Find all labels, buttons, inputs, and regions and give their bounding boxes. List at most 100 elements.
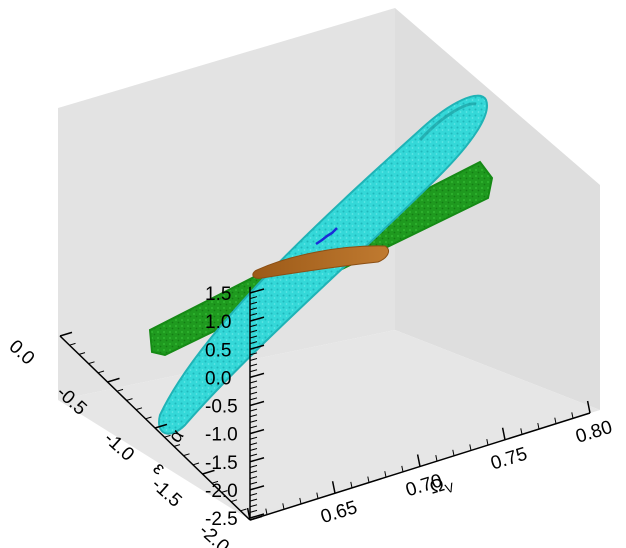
x-minor-tick	[435, 455, 438, 462]
y-minor-tick	[116, 388, 124, 392]
x-minor-tick	[537, 422, 540, 430]
x-minor-tick	[316, 492, 319, 499]
x-tick-label: 0.75	[488, 444, 530, 475]
z-minor-tick	[249, 470, 258, 474]
z-minor-tick	[249, 481, 258, 485]
z-minor-tick	[249, 380, 258, 384]
z-major-tick	[249, 457, 265, 463]
z-tick-label: -1.0	[205, 425, 238, 446]
x-axis-title: ΩV	[427, 472, 456, 501]
z-minor-tick	[249, 352, 258, 356]
y-minor-tick	[69, 342, 76, 346]
y-minor-tick	[145, 416, 152, 420]
z-major-tick	[249, 428, 265, 435]
x-minor-tick	[299, 497, 302, 505]
y-minor-tick	[88, 361, 95, 365]
y-major-tick	[154, 423, 168, 429]
z-major-tick	[249, 288, 265, 294]
y-minor-tick	[230, 499, 238, 503]
x-minor-tick	[571, 412, 574, 419]
y-minor-tick	[221, 490, 228, 493]
z-tick-label: 1.5	[205, 284, 231, 305]
z-major-tick	[249, 513, 265, 519]
z-minor-tick	[249, 425, 258, 429]
z-minor-tick	[249, 358, 258, 361]
z-tick-label: -2.5	[205, 509, 238, 530]
z-minor-tick	[249, 453, 258, 457]
z-tick-label: -0.5	[205, 397, 238, 418]
x-tick-label: 0.65	[318, 497, 360, 528]
x-tick-label: 0.80	[573, 417, 615, 448]
z-major-tick	[249, 316, 265, 322]
y-minor-tick	[192, 462, 200, 466]
z-minor-tick	[249, 509, 258, 513]
z-minor-tick	[249, 464, 258, 468]
x-minor-tick	[554, 417, 557, 424]
y-major-tick	[202, 469, 215, 475]
z-tick-label: 0.0	[205, 368, 231, 389]
z-minor-tick	[249, 296, 258, 300]
y-major-tick	[249, 515, 263, 521]
z-major-tick	[249, 344, 265, 350]
y-minor-tick	[183, 453, 190, 457]
y-minor-tick	[240, 508, 247, 512]
z-tick-label: 0.5	[205, 340, 231, 361]
z-minor-tick	[249, 391, 258, 395]
y-minor-tick	[211, 480, 219, 484]
z-minor-tick	[249, 476, 258, 480]
y-minor-tick	[126, 398, 133, 401]
z-minor-tick	[249, 414, 258, 418]
y-minor-tick	[78, 352, 86, 355]
z-minor-tick	[249, 307, 258, 311]
brown-surface	[252, 245, 389, 279]
z-tick-label: -1.5	[205, 453, 238, 474]
y-minor-tick	[173, 444, 181, 447]
z-minor-tick	[249, 329, 258, 333]
blue-curve	[315, 227, 338, 246]
z-tick-label: 1.0	[205, 312, 231, 333]
x-minor-tick	[384, 471, 387, 478]
z-minor-tick	[249, 448, 258, 451]
x-minor-tick	[469, 444, 472, 451]
y-tick-label: 0.0	[5, 336, 39, 369]
y-tick-label: -1.5	[147, 474, 185, 512]
z-minor-tick	[249, 363, 258, 367]
z-minor-tick	[249, 335, 258, 339]
x-minor-tick	[282, 503, 285, 510]
z-minor-tick	[249, 436, 258, 440]
y-major-tick	[59, 331, 73, 337]
z-minor-tick	[249, 493, 258, 496]
z-minor-tick	[249, 386, 258, 390]
x-major-tick	[586, 400, 591, 414]
x-major-tick	[416, 454, 421, 467]
z-minor-tick	[249, 397, 258, 401]
axes: 1.5 1.0 0.5 0.0 -0.5 -1.0 -1.5 -2.0 -2.5 0.65 0.7…	[5, 284, 615, 548]
z-minor-tick	[249, 341, 258, 345]
z-minor-tick	[249, 504, 258, 508]
y-minor-tick	[97, 370, 105, 374]
z-minor-tick	[249, 442, 258, 446]
z-minor-tick	[249, 324, 258, 328]
z-major-tick	[249, 372, 265, 379]
y-minor-tick	[164, 434, 171, 438]
z-major-tick	[249, 400, 265, 407]
x-major-tick	[331, 481, 336, 494]
z-minor-tick	[249, 369, 258, 373]
x-minor-tick	[367, 476, 370, 483]
x-minor-tick	[401, 465, 404, 472]
x-major-tick	[501, 427, 506, 440]
z-minor-tick	[249, 408, 258, 412]
z-minor-tick	[249, 498, 258, 502]
x-minor-tick	[520, 428, 523, 435]
x-major-tick	[246, 507, 251, 521]
z-minor-tick	[249, 301, 258, 305]
x-minor-tick	[350, 481, 353, 488]
x-minor-tick	[452, 449, 455, 456]
z-minor-tick	[249, 313, 258, 316]
y-minor-tick	[135, 407, 143, 411]
z-major-tick	[249, 485, 265, 491]
z-tick-label: -2.0	[205, 481, 238, 502]
x-minor-tick	[265, 508, 268, 515]
x-minor-tick	[486, 439, 489, 446]
